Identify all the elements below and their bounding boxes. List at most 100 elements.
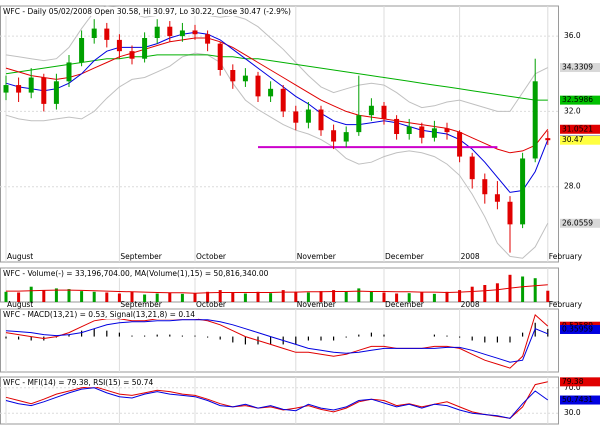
volume-bar <box>206 291 210 302</box>
candle-body <box>520 158 526 225</box>
candle-body <box>192 30 198 35</box>
end-label-box <box>560 124 600 134</box>
x-tick-label: 2008 <box>461 252 480 261</box>
histogram-bar <box>370 332 372 337</box>
x-tick-label: November <box>297 252 337 261</box>
candle-body <box>381 105 387 119</box>
x-tick-label: October <box>196 252 227 261</box>
candle-body <box>28 77 34 93</box>
histogram-bar <box>383 334 385 337</box>
x-tick-label: November <box>297 300 337 309</box>
candle-body <box>79 38 85 63</box>
title-bg <box>2 269 272 278</box>
candle-body <box>444 128 450 133</box>
volume-bar <box>243 293 247 302</box>
histogram-bar <box>522 332 524 337</box>
panel-title: WFC - Volume(-) = 33,196,704.00, MA(Volu… <box>3 269 269 278</box>
candle-body <box>482 179 488 195</box>
overlay-line <box>5 54 548 101</box>
end-label: 32.5986 <box>562 95 593 104</box>
histogram-bar <box>333 336 335 341</box>
panel-title: WFC - MACD(13,21) = 0.53, Signal(13,21,8… <box>3 310 195 319</box>
volume-bar <box>546 290 550 302</box>
end-label-box <box>560 377 600 387</box>
histogram-bar <box>232 336 234 343</box>
end-label-box <box>560 395 600 405</box>
histogram-bar <box>496 336 498 343</box>
end-label: 26.0559 <box>562 218 593 227</box>
end-label: 50.7431 <box>562 395 593 404</box>
end-label-box <box>560 63 600 73</box>
y-tick-label: 36.0 <box>564 31 581 40</box>
volume-bar <box>42 290 46 302</box>
candle-body <box>142 38 148 59</box>
volume-bar <box>92 291 96 302</box>
end-label: 30.47 <box>562 135 584 144</box>
volume-bar <box>269 293 273 302</box>
y-tick-label: 70.0 <box>564 383 581 392</box>
candle-body <box>457 132 463 157</box>
volume-ma-line <box>6 284 548 294</box>
x-tick-label: December <box>385 252 425 261</box>
histogram-bar <box>358 334 360 337</box>
candle-body <box>394 118 400 134</box>
histogram-bar <box>194 335 196 337</box>
volume-bar <box>470 286 474 302</box>
volume-bar <box>256 291 260 302</box>
histogram-bar <box>459 336 461 338</box>
title-bg <box>2 378 157 387</box>
candle-body <box>116 39 122 52</box>
histogram-bar <box>547 328 549 337</box>
histogram-bar <box>219 336 221 340</box>
x-tick-label: December <box>385 300 425 309</box>
candle-body <box>331 130 337 142</box>
candle-body <box>318 109 324 131</box>
candle-body <box>280 88 286 112</box>
indicator-line <box>5 381 548 419</box>
histogram-bar <box>207 336 209 338</box>
volume-bar <box>420 292 424 302</box>
histogram-bar <box>131 335 133 337</box>
end-label-box <box>560 218 600 228</box>
volume-bar <box>407 293 411 302</box>
candle-body <box>66 62 72 82</box>
candle-body <box>129 51 135 59</box>
volume-bar <box>533 278 537 302</box>
candle-body <box>255 75 261 97</box>
x-tick-label: September <box>120 300 162 309</box>
histogram-bar <box>446 335 448 337</box>
volume-bar <box>193 293 197 302</box>
volume-bar <box>80 291 84 302</box>
end-label: 31.0521 <box>562 124 593 133</box>
volume-bar <box>54 288 58 302</box>
x-tick-label: 2008 <box>461 300 480 309</box>
histogram-bar <box>295 336 297 345</box>
end-label: 34.3309 <box>562 63 593 72</box>
volume-bar <box>155 293 159 302</box>
volume-bar <box>395 293 399 302</box>
candle-body <box>3 85 9 93</box>
x-tick-label: August <box>7 252 33 261</box>
histogram-bar <box>270 336 272 345</box>
volume-bar <box>344 291 348 302</box>
histogram-bar <box>169 334 171 337</box>
title-bg <box>2 7 294 16</box>
candle-body <box>205 34 211 44</box>
indicator-line <box>5 314 549 369</box>
y-tick-label: 28.0 <box>564 182 581 191</box>
volume-bar <box>105 292 109 302</box>
panel-frame <box>0 5 559 263</box>
candle-body <box>368 105 374 116</box>
histogram-bar <box>181 335 183 337</box>
histogram-bar <box>156 334 158 337</box>
end-label-box <box>560 135 600 145</box>
volume-bar <box>369 291 373 302</box>
candle-body <box>431 128 437 138</box>
candle-body <box>356 115 362 133</box>
volume-bar <box>495 283 499 302</box>
candle-body <box>343 132 349 142</box>
volume-bar <box>143 294 147 302</box>
histogram-bar <box>18 336 20 340</box>
volume-bar <box>29 286 33 302</box>
